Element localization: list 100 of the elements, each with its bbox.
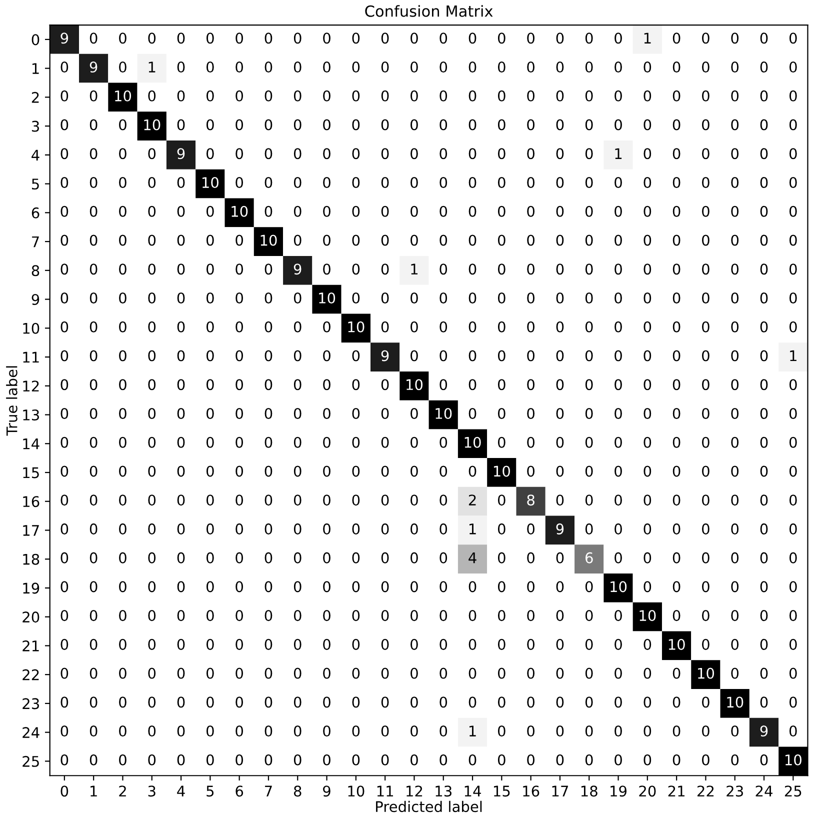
data-label: 0 (206, 436, 214, 448)
data-label: 0 (206, 264, 214, 275)
data-label: 0 (556, 119, 564, 130)
y-tick-label: 7 (32, 236, 39, 248)
data-label: 0 (60, 206, 68, 217)
data-label: 0 (789, 523, 797, 534)
data-label: 0 (264, 610, 272, 622)
data-label: 0 (119, 321, 126, 332)
data-label: 0 (702, 292, 710, 304)
data-label: 0 (60, 552, 68, 564)
data-label: 0 (90, 264, 98, 275)
data-label: 0 (264, 552, 272, 564)
data-label: 0 (148, 350, 156, 362)
data-label: 0 (760, 610, 768, 622)
data-label: 0 (468, 206, 476, 217)
data-label: 0 (90, 696, 98, 708)
data-label: 9 (760, 726, 768, 737)
data-label: 0 (119, 610, 126, 622)
data-label: 0 (60, 668, 68, 679)
data-label: 0 (381, 726, 389, 737)
data-label: 10 (494, 466, 510, 477)
data-label: 0 (498, 321, 506, 332)
data-label: 0 (148, 610, 156, 622)
x-tick-label: 24 (756, 786, 772, 796)
data-label: 0 (236, 90, 243, 102)
data-label: 10 (144, 119, 160, 130)
chart-title: Confusion Matrix (365, 5, 493, 17)
data-label: 0 (789, 408, 797, 419)
x-tick-label: 9 (323, 786, 330, 797)
data-label: 0 (498, 206, 506, 217)
data-label: 0 (498, 754, 506, 766)
data-label: 0 (702, 726, 710, 737)
data-label: 0 (556, 62, 564, 73)
data-label: 0 (352, 668, 360, 679)
data-label: 0 (789, 264, 797, 275)
data-label: 0 (352, 206, 360, 217)
data-label: 0 (177, 379, 185, 390)
data-label: 0 (90, 552, 98, 564)
data-label: 0 (468, 321, 476, 332)
data-label: 0 (352, 552, 360, 564)
data-label: 1 (411, 264, 418, 274)
data-label: 0 (90, 754, 98, 766)
x-tick-label: 23 (726, 786, 743, 797)
data-label: 0 (468, 119, 476, 130)
data-label: 0 (789, 436, 797, 448)
data-label: 0 (760, 466, 768, 477)
data-label: 0 (410, 90, 418, 102)
data-label: 0 (760, 206, 768, 217)
data-label: 0 (614, 696, 622, 708)
data-label: 0 (323, 436, 330, 448)
data-label: 0 (585, 581, 593, 592)
data-label: 0 (614, 350, 622, 362)
data-label: 0 (177, 436, 185, 448)
data-label: 0 (148, 90, 156, 102)
data-label: 0 (789, 668, 797, 679)
data-label: 0 (381, 321, 389, 332)
data-label: 0 (90, 581, 98, 592)
data-label: 0 (352, 177, 360, 188)
data-label: 0 (352, 32, 360, 44)
data-label: 0 (294, 668, 302, 679)
x-tick-label: 12 (406, 786, 422, 796)
data-label: 0 (731, 321, 739, 332)
data-label: 10 (260, 234, 277, 246)
data-label: 0 (264, 379, 272, 390)
data-label: 0 (206, 726, 214, 737)
data-label: 0 (527, 436, 534, 448)
data-label: 0 (90, 177, 98, 188)
data-label: 0 (90, 726, 98, 737)
data-label: 0 (468, 610, 476, 622)
data-label: 0 (294, 321, 302, 332)
data-label: 0 (294, 62, 302, 73)
data-label: 0 (702, 638, 710, 650)
data-label: 1 (469, 524, 476, 534)
data-label: 0 (177, 668, 185, 679)
data-label: 0 (294, 494, 302, 506)
data-label: 0 (731, 177, 739, 188)
data-label: 0 (702, 234, 710, 246)
data-label: 0 (177, 638, 185, 650)
data-label: 0 (177, 552, 185, 564)
data-label: 0 (323, 350, 330, 362)
data-label: 0 (585, 610, 593, 622)
data-label: 0 (410, 206, 418, 217)
data-label: 0 (148, 726, 156, 737)
data-label: 0 (60, 234, 68, 246)
data-label: 0 (381, 292, 389, 304)
data-label: 0 (264, 494, 272, 506)
data-label: 0 (236, 696, 243, 708)
data-label: 0 (614, 90, 622, 102)
data-label: 0 (556, 177, 564, 188)
data-label: 0 (148, 436, 156, 448)
data-label: 0 (148, 408, 156, 419)
data-label: 0 (527, 726, 534, 737)
data-label: 0 (556, 494, 564, 506)
data-label: 0 (614, 379, 622, 390)
y-tick-label: 14 (23, 438, 40, 450)
data-label: 0 (468, 264, 476, 275)
data-label: 0 (468, 32, 476, 44)
data-label: 0 (206, 610, 214, 622)
data-label: 0 (352, 292, 360, 304)
data-label: 0 (585, 264, 593, 275)
